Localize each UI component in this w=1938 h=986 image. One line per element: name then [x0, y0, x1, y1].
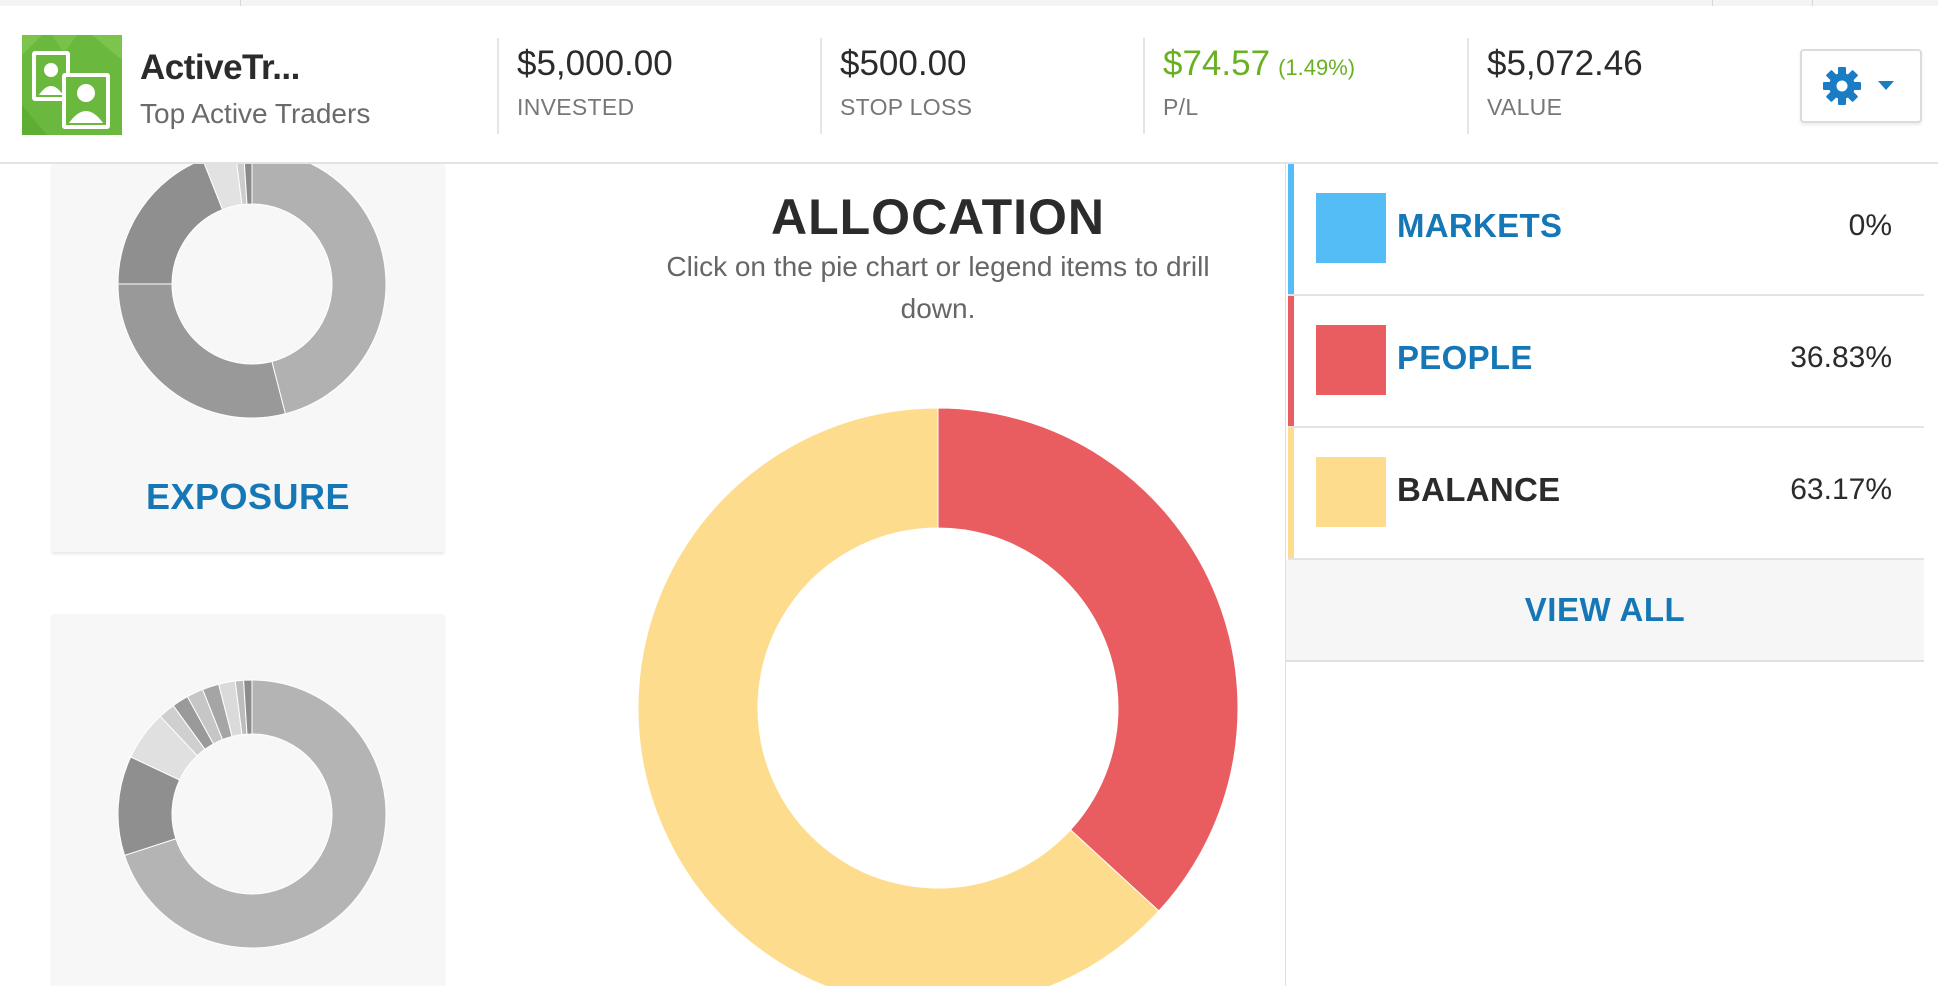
- exposure-card[interactable]: EXPOSURE: [52, 164, 444, 552]
- legend-label-balance: BALANCE: [1397, 471, 1561, 508]
- view-all-button[interactable]: VIEW ALL: [1286, 560, 1924, 662]
- invested-label: INVESTED: [517, 94, 635, 120]
- allocation-title: ALLOCATION: [770, 189, 1106, 245]
- value-label: VALUE: [1487, 94, 1563, 120]
- slice-people[interactable]: [937, 407, 1239, 912]
- exposure-label[interactable]: EXPOSURE: [145, 476, 351, 517]
- slice-balance[interactable]: [637, 407, 1160, 986]
- stat-value: $5,072.46 VALUE: [1467, 38, 1643, 134]
- donut-slice[interactable]: [243, 164, 253, 205]
- strip-divider: [1812, 0, 1813, 6]
- legend-edge: [1288, 164, 1294, 294]
- strip-divider: [1712, 0, 1713, 6]
- stat-pl: $74.57 (1.49%) P/L: [1143, 38, 1355, 134]
- strip-divider: [240, 0, 241, 6]
- legend-value-balance: 63.17%: [1790, 473, 1892, 506]
- legend-value-people: 36.83%: [1790, 341, 1892, 374]
- pl-value: $74.57: [1163, 44, 1271, 83]
- donut-slice[interactable]: [117, 164, 224, 285]
- portfolio-name[interactable]: ActiveTr...: [140, 48, 300, 87]
- pl-percent: (1.49%): [1278, 55, 1356, 80]
- stat-invested: $5,000.00 INVESTED: [497, 38, 673, 134]
- donut-slice[interactable]: [243, 679, 253, 735]
- legend-swatch: [1316, 457, 1386, 527]
- panel-divider: [1285, 164, 1286, 986]
- pl-value-line: $74.57 (1.49%): [1163, 44, 1355, 84]
- legend-item-markets[interactable]: MARKETS 0%: [1288, 164, 1924, 296]
- donut-slice[interactable]: [117, 283, 286, 419]
- allocation-subtitle: Click on the pie chart or legend items t…: [666, 251, 1210, 324]
- legend-label-markets[interactable]: MARKETS: [1397, 207, 1563, 244]
- legend-edge: [1288, 428, 1294, 558]
- stat-stop-loss: $500.00 STOP LOSS: [820, 38, 972, 134]
- caret-down-icon: [1878, 81, 1894, 90]
- people-icon: [22, 35, 122, 135]
- stop-loss-value: $500.00: [840, 44, 967, 83]
- donut-slice[interactable]: [251, 164, 387, 415]
- donut-slice[interactable]: [123, 679, 387, 949]
- legend-label-people[interactable]: PEOPLE: [1397, 339, 1533, 376]
- exposure-mini-donut: [117, 164, 387, 419]
- legend-item-people[interactable]: PEOPLE 36.83%: [1288, 296, 1924, 428]
- gear-icon: [1823, 67, 1894, 105]
- stop-loss-label: STOP LOSS: [840, 94, 973, 120]
- breakdown-mini-donut: [117, 679, 387, 949]
- legend-edge: [1288, 296, 1294, 426]
- portfolio-subtitle: Top Active Traders: [140, 98, 371, 129]
- invested-value: $5,000.00: [517, 44, 673, 83]
- portfolio-header: ActiveTr... Top Active Traders $5,000.00…: [0, 6, 1938, 164]
- settings-dropdown-button[interactable]: [1800, 49, 1922, 123]
- legend-swatch: [1316, 325, 1386, 395]
- legend-item-balance[interactable]: BALANCE 63.17%: [1288, 428, 1924, 560]
- legend-swatch: [1316, 193, 1386, 263]
- value-value: $5,072.46: [1487, 44, 1643, 83]
- pl-label: P/L: [1163, 94, 1199, 120]
- legend-value-markets: 0%: [1848, 209, 1892, 242]
- breakdown-card[interactable]: [52, 614, 444, 986]
- avatar[interactable]: [22, 35, 122, 135]
